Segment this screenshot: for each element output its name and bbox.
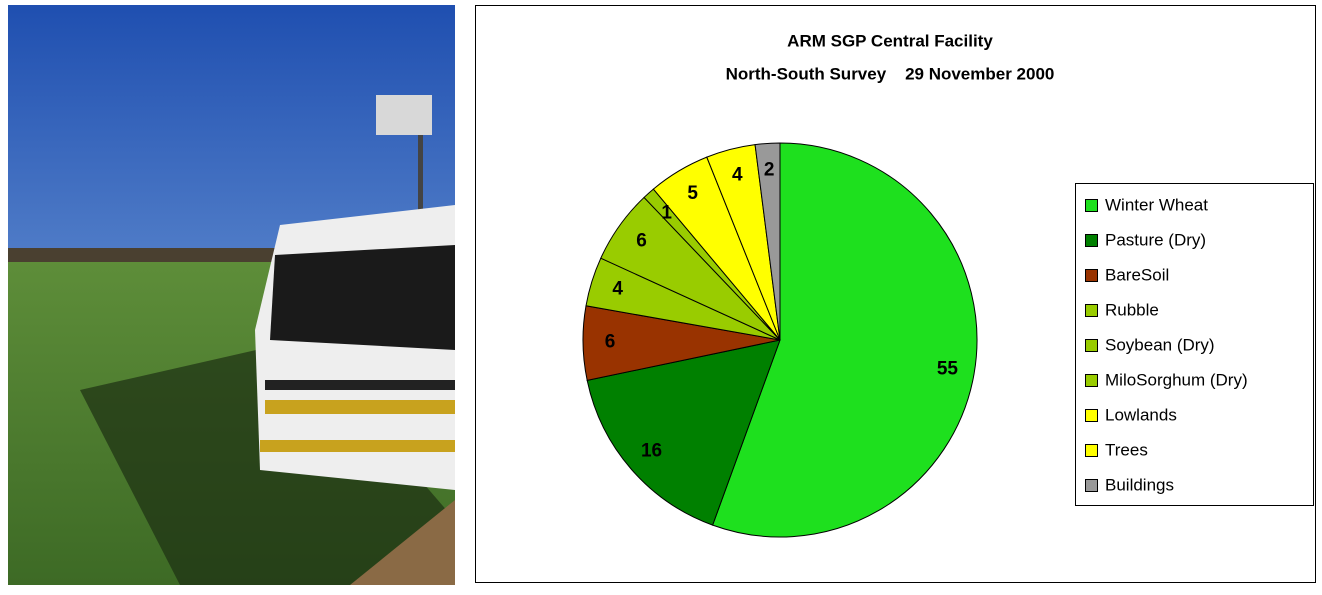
legend-label: MiloSorghum (Dry) [1105, 370, 1248, 389]
data-label: 55 [937, 359, 959, 380]
legend-label: Trees [1105, 440, 1148, 459]
data-label: 4 [612, 279, 623, 300]
legend-swatch [1085, 409, 1098, 422]
legend-swatch [1085, 304, 1098, 317]
legend-label: Soybean (Dry) [1105, 335, 1215, 354]
legend-label: Winter Wheat [1105, 195, 1208, 214]
data-label: 2 [764, 159, 775, 180]
data-label: 5 [687, 183, 698, 204]
data-label: 6 [636, 230, 647, 251]
truck-grille [265, 380, 455, 390]
legend-label: Pasture (Dry) [1105, 230, 1206, 249]
tower-box [376, 95, 432, 135]
pie-slice [586, 339, 781, 526]
legend-label: BareSoil [1105, 265, 1169, 284]
legend-label: Rubble [1105, 300, 1159, 319]
chart-subtitle: North-South Survey 29 November 2000 [726, 64, 1055, 83]
truck-window [270, 245, 455, 350]
truck-stripe [260, 440, 455, 452]
truck-stripe [265, 400, 455, 414]
legend-swatch [1085, 339, 1098, 352]
legend-label: Lowlands [1105, 405, 1177, 424]
legend-swatch [1085, 444, 1098, 457]
pie-slice [711, 142, 978, 538]
legend-swatch [1085, 199, 1098, 212]
tower-pole [418, 135, 423, 215]
chart-title: ARM SGP Central Facility [787, 31, 993, 50]
legend-label: Buildings [1105, 475, 1174, 494]
legend-swatch [1085, 374, 1098, 387]
pie-slice [754, 142, 781, 341]
legend-swatch [1085, 269, 1098, 282]
legend-swatch [1085, 234, 1098, 247]
dirt [350, 500, 455, 585]
legend-swatch [1085, 479, 1098, 492]
photo [8, 5, 455, 585]
data-label: 16 [641, 440, 662, 461]
legend-box [1075, 183, 1314, 506]
data-label: 4 [732, 164, 743, 185]
data-label: 6 [605, 332, 616, 353]
data-label: 1 [661, 202, 672, 223]
